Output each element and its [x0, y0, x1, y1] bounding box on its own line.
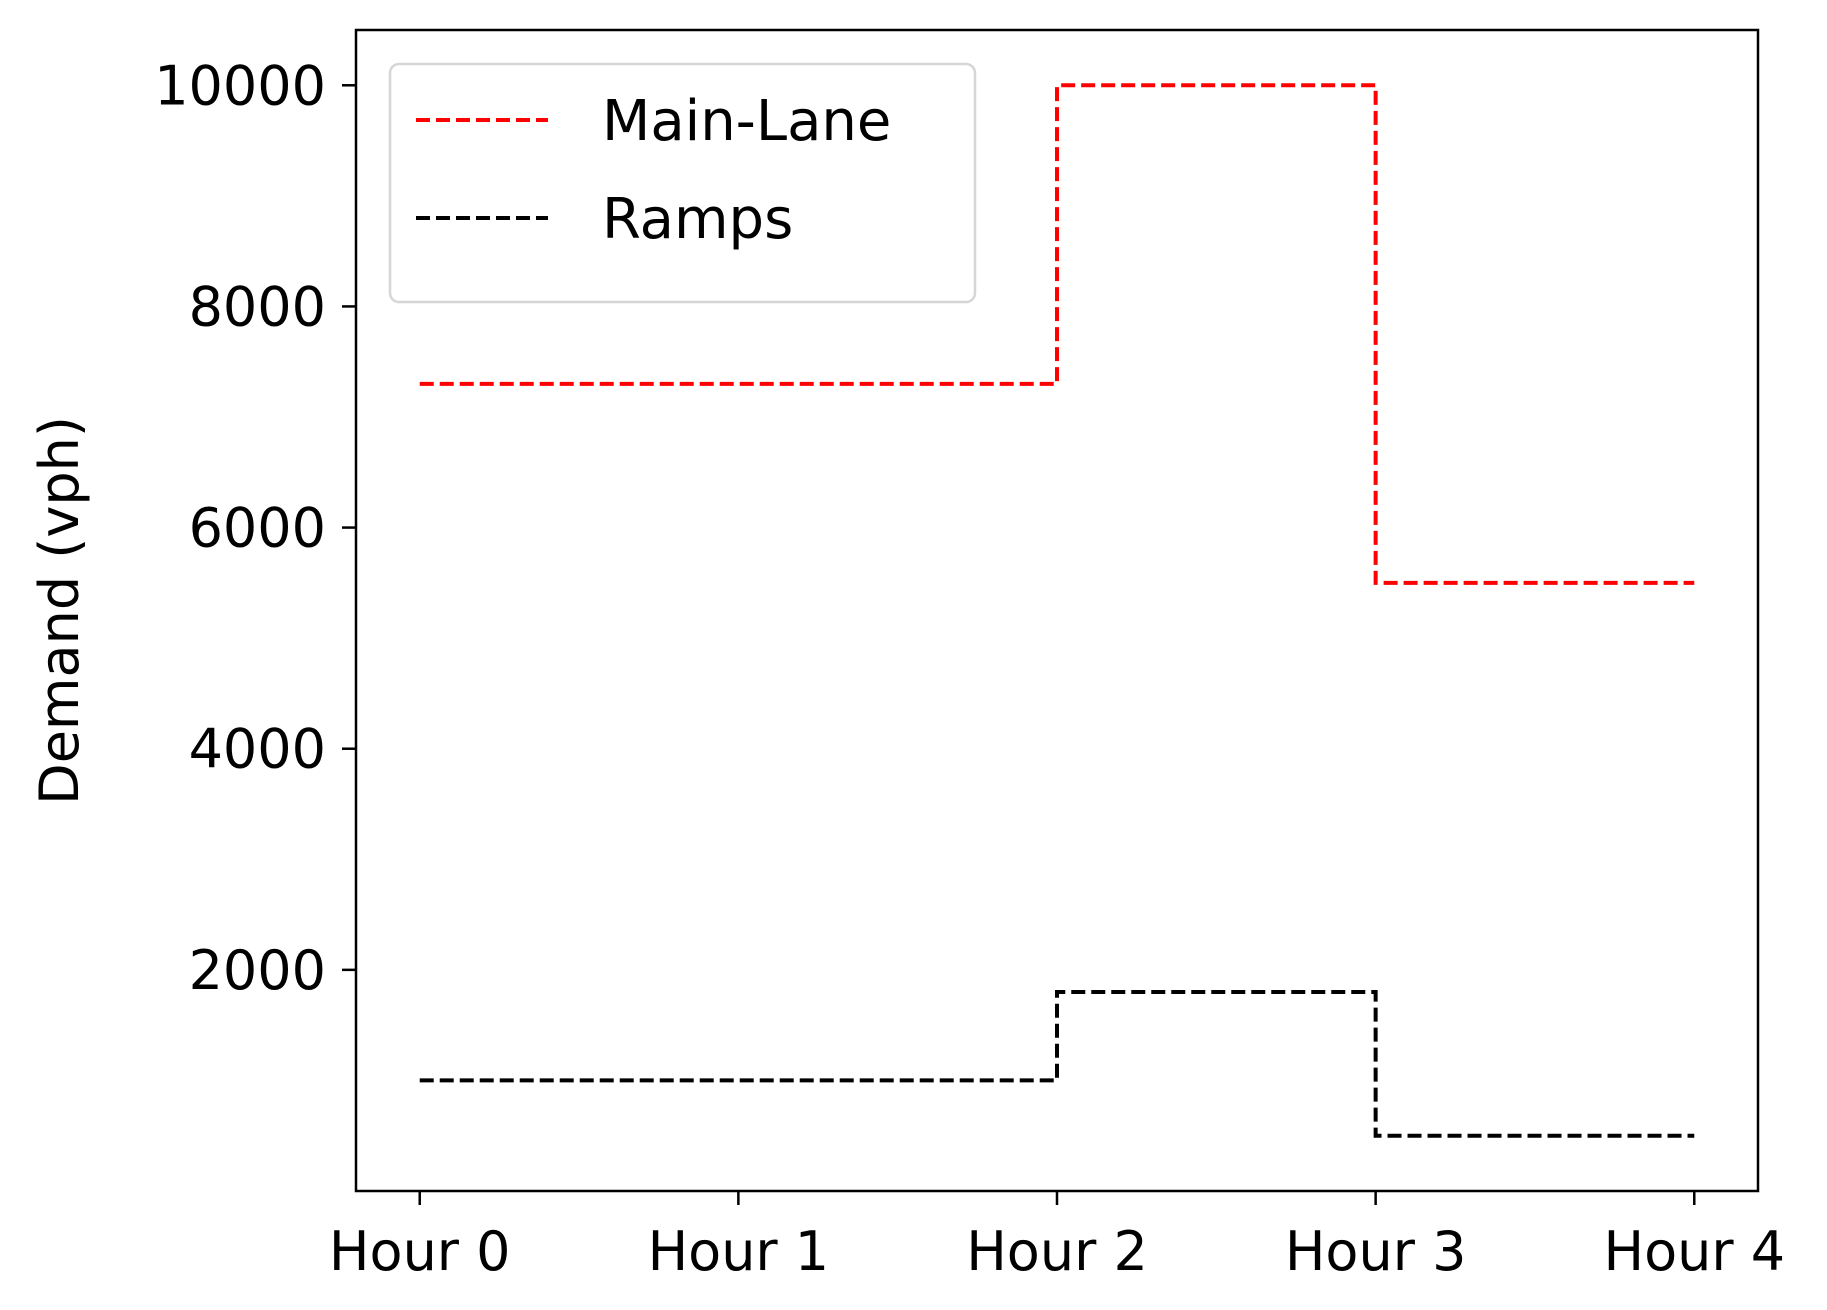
x-tick-label: Hour 3	[1285, 1220, 1467, 1283]
y-tick-label: 4000	[189, 718, 326, 781]
legend-label-main-lane: Main-Lane	[602, 89, 891, 154]
y-tick-label: 8000	[189, 275, 326, 338]
series-line-ramps	[419, 989, 1695, 1138]
x-axis: Hour 0 Hour 1 Hour 2 Hour 3 Hour 4	[329, 1191, 1785, 1283]
x-tick-label: Hour 2	[966, 1220, 1148, 1283]
legend-label-ramps: Ramps	[602, 187, 793, 252]
x-tick-label: Hour 1	[648, 1220, 830, 1283]
legend: Main-Lane Ramps	[388, 62, 977, 304]
y-tick-label: 6000	[189, 497, 326, 560]
legend-box	[388, 62, 977, 304]
y-tick-label: 2000	[189, 939, 326, 1002]
y-axis-label: Demand (vph)	[28, 416, 91, 805]
y-axis: 2000 4000 6000 8000 10000	[154, 54, 356, 1002]
y-tick-label: 10000	[154, 54, 326, 117]
series-line-main-lane	[419, 83, 1695, 585]
x-tick-label: Hour 0	[329, 1220, 511, 1283]
series-layer	[419, 83, 1695, 1138]
x-tick-label: Hour 4	[1603, 1220, 1785, 1283]
